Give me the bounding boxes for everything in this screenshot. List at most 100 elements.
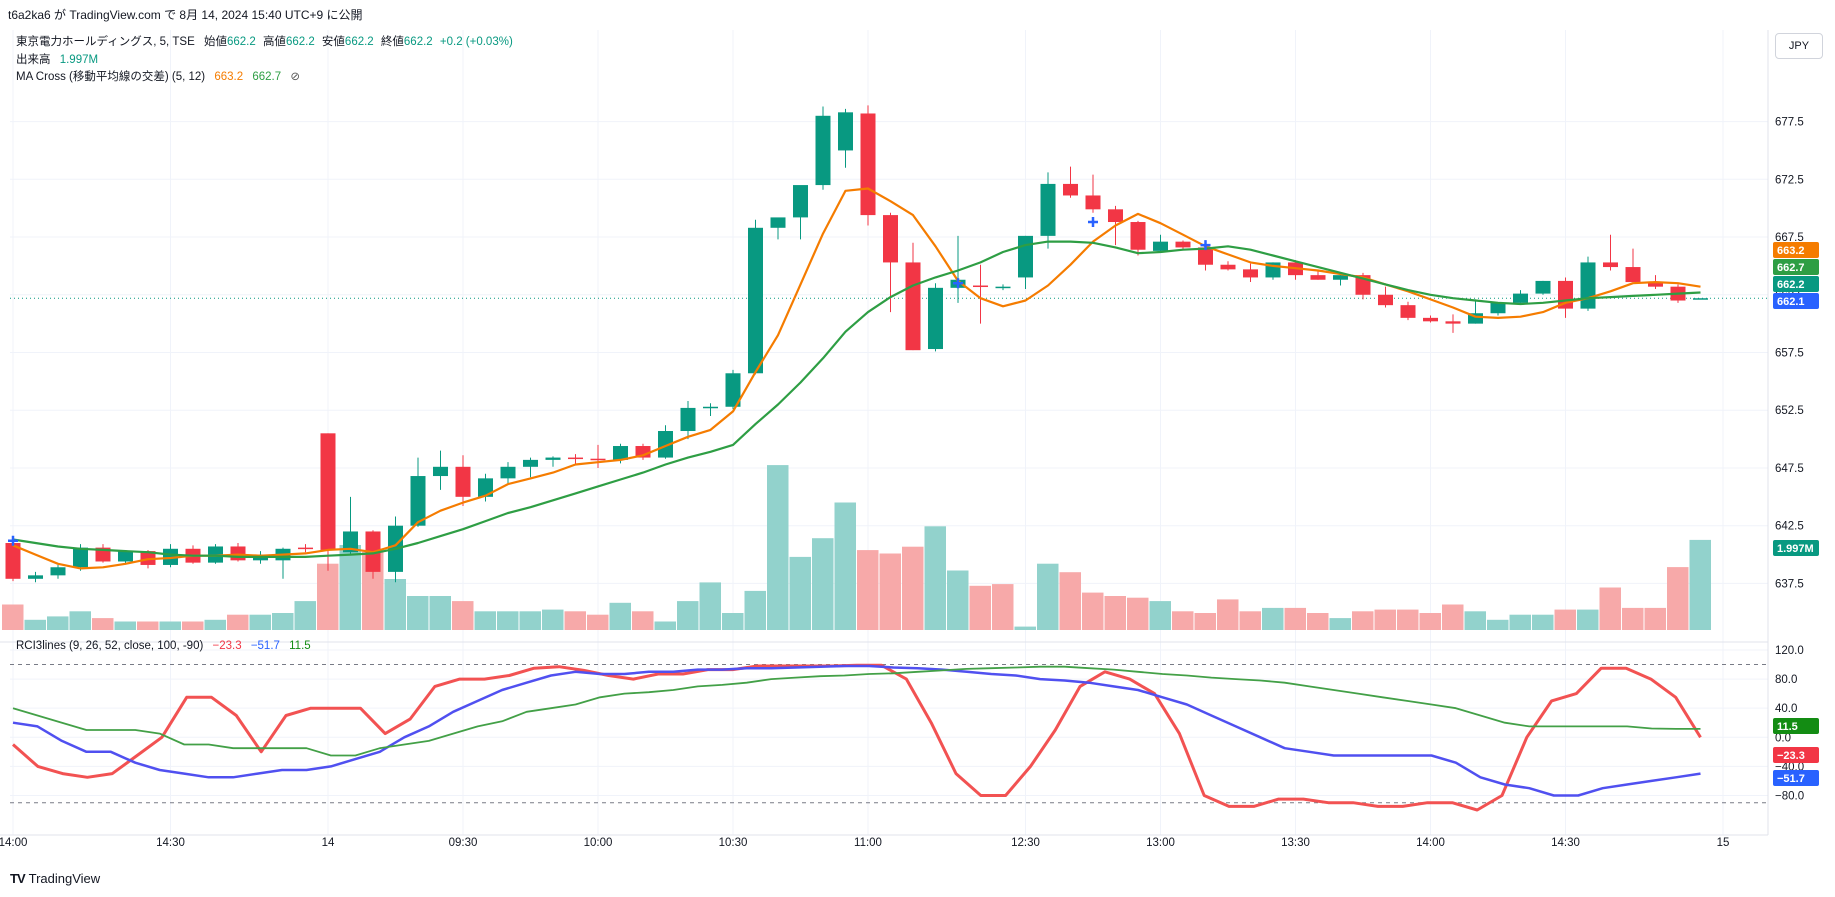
candle bbox=[320, 433, 336, 550]
volume-bar bbox=[474, 611, 496, 630]
hide-icon[interactable]: ⊘ bbox=[290, 71, 300, 83]
candle bbox=[748, 227, 763, 374]
volume-bar bbox=[1037, 563, 1059, 630]
volume-bar bbox=[407, 596, 429, 630]
volume-bar bbox=[429, 596, 451, 630]
price-axis-tick: 637.5 bbox=[1775, 578, 1804, 590]
ma-cross-marker bbox=[8, 535, 18, 546]
candle bbox=[298, 547, 313, 550]
volume-bar bbox=[1014, 626, 1036, 630]
rci-legend[interactable]: RCI3lines (9, 26, 52, close, 100, -90) −… bbox=[16, 640, 311, 652]
volume-bar bbox=[1149, 601, 1171, 630]
candle bbox=[1400, 305, 1416, 318]
volume-bar bbox=[857, 550, 879, 630]
volume-bar bbox=[1577, 609, 1599, 630]
time-axis-label: 10:30 bbox=[719, 837, 748, 849]
price-axis-tick: 647.5 bbox=[1775, 463, 1804, 475]
volume-bar bbox=[722, 613, 744, 630]
candle bbox=[1130, 222, 1146, 250]
publish-header: t6a2ka6 が TradingView.com で 8月 14, 2024 … bbox=[8, 8, 363, 22]
volume-bar bbox=[452, 601, 474, 630]
candle bbox=[613, 446, 628, 460]
symbol-info[interactable]: 東京電力ホールディングス, 5, TSE bbox=[16, 36, 195, 48]
candle bbox=[658, 431, 673, 458]
rci-long-value: 11.5 bbox=[289, 640, 311, 652]
volume-badge bbox=[1773, 540, 1819, 556]
time-axis-label: 13:30 bbox=[1281, 837, 1310, 849]
candle bbox=[1153, 241, 1168, 251]
rci-badge-label: −23.3 bbox=[1777, 750, 1805, 762]
candle bbox=[1243, 269, 1258, 278]
time-axis-label: 11:00 bbox=[854, 837, 882, 849]
price-badge-label: 662.1 bbox=[1777, 296, 1805, 308]
volume-bar bbox=[609, 602, 631, 630]
volume-bar bbox=[1442, 604, 1464, 630]
candle bbox=[343, 531, 358, 553]
volume-bar bbox=[1329, 618, 1351, 630]
volume-bar bbox=[564, 611, 586, 630]
candle bbox=[838, 112, 853, 151]
candle bbox=[50, 567, 66, 576]
volume-bar bbox=[677, 601, 699, 630]
time-axis-label: 14:30 bbox=[1551, 837, 1580, 849]
low-value: 662.2 bbox=[344, 36, 374, 48]
tv-logo-text: TradingView bbox=[28, 871, 101, 886]
price-badge bbox=[1773, 293, 1819, 309]
tradingview-logo[interactable]: TV TradingView bbox=[10, 871, 100, 886]
rci-axis-tick: 80.0 bbox=[1775, 674, 1797, 686]
volume-bar bbox=[1622, 607, 1644, 630]
volume-bar bbox=[744, 590, 766, 630]
time-axis-label: 14:30 bbox=[156, 837, 185, 849]
currency-button[interactable]: JPY bbox=[1775, 33, 1823, 59]
time-axis-label: 12:30 bbox=[1011, 837, 1040, 849]
volume-legend[interactable]: 出来高 1.997M bbox=[16, 51, 98, 67]
volume-bar bbox=[1284, 607, 1306, 630]
candle bbox=[1085, 195, 1101, 210]
rci-axis-tick: 40.0 bbox=[1775, 703, 1797, 715]
candle bbox=[1535, 280, 1551, 294]
close-label: 終値 bbox=[380, 36, 404, 48]
volume-bar bbox=[632, 611, 654, 630]
candle bbox=[1018, 235, 1033, 278]
price-axis-tick: 672.5 bbox=[1775, 174, 1804, 186]
candle bbox=[568, 457, 583, 460]
candle bbox=[1378, 294, 1393, 306]
volume-bar bbox=[1487, 619, 1509, 630]
candle bbox=[163, 548, 178, 565]
volume-bar bbox=[587, 614, 609, 630]
rci-badge bbox=[1773, 747, 1819, 763]
candle bbox=[1648, 282, 1663, 287]
rci-mid-value: −51.7 bbox=[250, 640, 280, 652]
candle bbox=[1333, 275, 1348, 280]
high-label: 高値 bbox=[262, 36, 286, 48]
volume-bar bbox=[834, 502, 856, 630]
high-value: 662.2 bbox=[285, 36, 315, 48]
rci-long-line bbox=[12, 665, 1701, 757]
change-value: +0.2 (+0.03%) bbox=[439, 36, 513, 48]
candle bbox=[1423, 317, 1438, 322]
candle bbox=[883, 215, 898, 263]
candle bbox=[5, 543, 21, 579]
volume-bar bbox=[384, 579, 406, 630]
time-axis-label: 14 bbox=[322, 837, 335, 849]
price-axis-tick: 642.5 bbox=[1775, 521, 1804, 533]
candle bbox=[1310, 275, 1326, 280]
time-axis-label: 14:00 bbox=[1416, 837, 1445, 849]
candle bbox=[478, 478, 493, 497]
ma-cross-legend[interactable]: MA Cross (移動平均線の交差) (5, 12) 663.2 662.7 … bbox=[16, 68, 300, 84]
candle bbox=[73, 547, 88, 568]
volume-bar bbox=[654, 621, 676, 630]
candle bbox=[208, 546, 223, 563]
rci-badge bbox=[1773, 770, 1819, 786]
volume-bar bbox=[519, 611, 541, 630]
volume-bar bbox=[249, 614, 271, 630]
candle bbox=[545, 457, 561, 460]
volume-label: 出来高 bbox=[16, 54, 51, 66]
candle bbox=[1063, 183, 1078, 196]
time-axis-label: 15 bbox=[1717, 837, 1730, 849]
price-axis-tick: 652.5 bbox=[1775, 405, 1804, 417]
volume-bar bbox=[1532, 614, 1554, 630]
candle bbox=[815, 115, 831, 186]
price-badge-label: 662.2 bbox=[1777, 279, 1805, 291]
